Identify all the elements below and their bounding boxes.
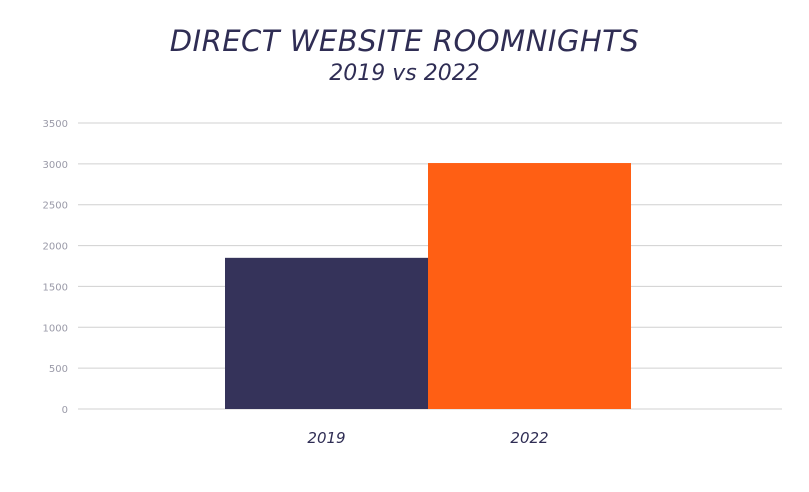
y-tick-label: 0	[62, 405, 68, 416]
y-tick-label: 500	[49, 364, 68, 375]
y-tick-label: 3500	[43, 119, 68, 130]
y-tick-label: 1000	[43, 323, 68, 334]
bar-2019	[225, 257, 428, 409]
y-tick-label: 2000	[43, 242, 68, 253]
y-tick-label: 1500	[43, 282, 68, 293]
chart-subtitle: 2019 vs 2022	[329, 61, 480, 86]
x-tick-label: 2019	[307, 429, 345, 447]
x-tick-label: 2022	[510, 429, 548, 447]
y-tick-label: 2500	[43, 201, 68, 212]
bar-2022	[428, 163, 631, 409]
chart-title: DIRECT WEBSITE ROOMNIGHTS	[169, 24, 640, 58]
y-tick-label: 3000	[43, 160, 68, 171]
